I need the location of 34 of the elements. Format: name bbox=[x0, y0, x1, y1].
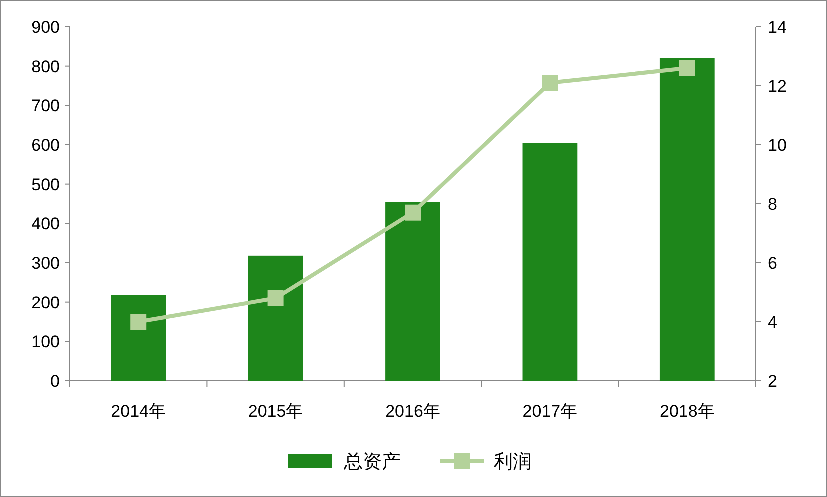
y2-tick-label: 14 bbox=[768, 18, 787, 37]
x-tick-label: 2015年 bbox=[248, 402, 304, 421]
x-tick-label: 2014年 bbox=[111, 402, 166, 421]
y-tick-label: 400 bbox=[32, 214, 60, 234]
point bbox=[679, 60, 696, 76]
y2-tick-label: 8 bbox=[768, 195, 778, 214]
y2-tick-label: 12 bbox=[768, 77, 787, 96]
y-tick-label: 0 bbox=[50, 372, 60, 391]
x-tick-label: 2016年 bbox=[386, 402, 440, 421]
bar bbox=[111, 295, 166, 381]
point bbox=[405, 204, 421, 221]
bar bbox=[248, 256, 304, 381]
y2-tick-label: 4 bbox=[768, 313, 778, 332]
bar bbox=[660, 58, 715, 381]
y2-tick-label: 2 bbox=[768, 372, 778, 391]
point bbox=[268, 290, 284, 306]
bar bbox=[522, 143, 578, 381]
point bbox=[130, 314, 147, 330]
y-tick-label: 900 bbox=[32, 18, 60, 37]
y-tick-label: 700 bbox=[32, 96, 60, 116]
y-tick-label: 600 bbox=[32, 136, 60, 155]
y-tick-label: 200 bbox=[32, 293, 60, 312]
y2-tick-label: 6 bbox=[768, 254, 778, 273]
point bbox=[542, 75, 558, 92]
y-tick-label: 800 bbox=[32, 57, 60, 76]
y-tick-label: 100 bbox=[32, 332, 60, 352]
y-tick-label: 300 bbox=[32, 254, 60, 273]
y-tick-label: 500 bbox=[32, 175, 60, 194]
bar bbox=[386, 202, 440, 381]
legend-label: 总资产 bbox=[343, 452, 401, 473]
y2-tick-label: 10 bbox=[768, 136, 787, 155]
x-tick-label: 2017年 bbox=[522, 402, 578, 421]
x-tick-label: 2018年 bbox=[660, 402, 715, 421]
legend-label: 利润 bbox=[494, 451, 532, 473]
